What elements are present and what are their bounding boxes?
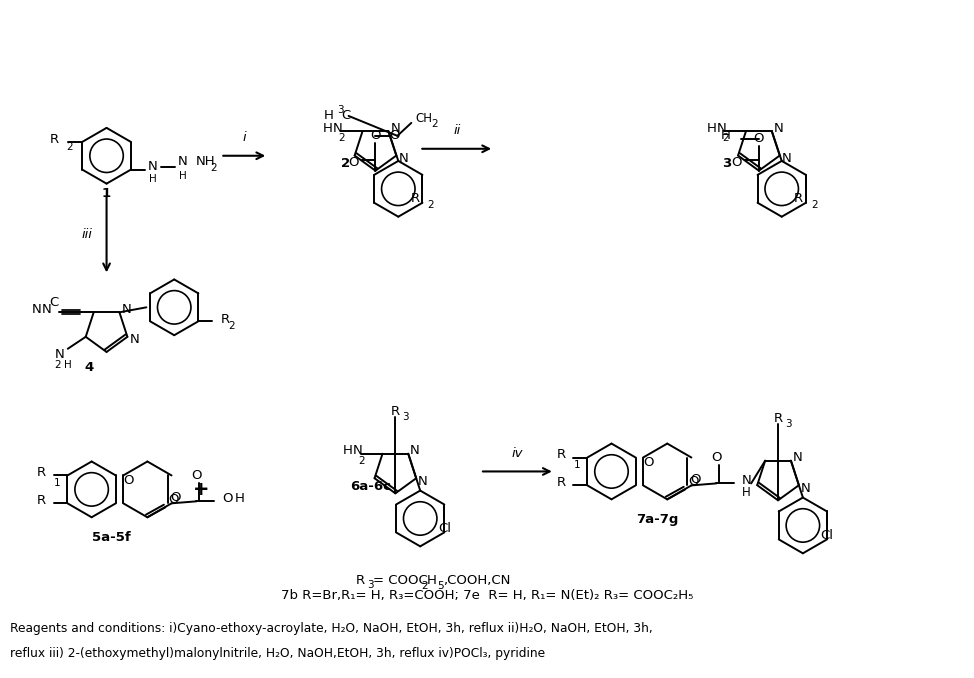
- Text: O: O: [711, 451, 722, 464]
- Text: N: N: [398, 152, 408, 165]
- Text: O: O: [170, 491, 180, 504]
- Text: 2: 2: [810, 200, 817, 210]
- Text: H: H: [322, 121, 333, 134]
- Text: R: R: [50, 134, 58, 146]
- Text: 6a-6c: 6a-6c: [350, 480, 391, 493]
- Text: Reagents and conditions: i)Cyano-ethoxy-acroylate, H₂O, NaOH, EtOH, 3h, reflux i: Reagents and conditions: i)Cyano-ethoxy-…: [10, 622, 653, 635]
- Text: N: N: [418, 475, 428, 487]
- Text: R: R: [356, 574, 365, 586]
- Text: O: O: [688, 475, 698, 488]
- Text: R: R: [773, 412, 783, 425]
- Text: O: O: [123, 474, 133, 487]
- Text: Cl: Cl: [820, 529, 834, 542]
- Text: ii: ii: [453, 124, 461, 137]
- Text: H: H: [742, 486, 751, 499]
- Text: 3: 3: [785, 418, 792, 428]
- Text: CH: CH: [415, 113, 432, 125]
- Text: 2: 2: [210, 163, 217, 173]
- Text: 5a-5f: 5a-5f: [93, 531, 131, 544]
- Text: Cl: Cl: [438, 522, 451, 535]
- Text: O: O: [643, 456, 654, 469]
- Text: N: N: [742, 474, 752, 487]
- Text: N: N: [42, 303, 52, 316]
- Text: 2: 2: [358, 456, 365, 466]
- Text: O: O: [731, 156, 742, 170]
- Text: 3: 3: [723, 157, 731, 170]
- Text: 2: 2: [228, 321, 235, 332]
- Text: O: O: [370, 129, 381, 142]
- Text: NH: NH: [196, 155, 215, 168]
- Text: R: R: [36, 494, 46, 507]
- Text: H: H: [343, 444, 353, 457]
- Text: iv: iv: [511, 447, 523, 460]
- Text: 5: 5: [437, 581, 444, 591]
- Text: H: H: [178, 171, 186, 180]
- Text: O: O: [690, 473, 700, 486]
- Text: R: R: [36, 466, 46, 479]
- Text: N: N: [353, 444, 362, 457]
- Text: 2: 2: [422, 581, 428, 591]
- Text: N: N: [55, 348, 64, 361]
- Text: R: R: [556, 476, 566, 489]
- Text: O: O: [169, 493, 178, 506]
- Text: iii: iii: [82, 228, 93, 241]
- Text: H: H: [235, 492, 244, 505]
- Text: R: R: [794, 193, 803, 205]
- Text: R: R: [391, 405, 400, 418]
- Text: 3: 3: [338, 105, 344, 115]
- Text: O: O: [349, 156, 358, 170]
- Text: O: O: [390, 129, 400, 142]
- Text: N: N: [177, 155, 187, 168]
- Text: 3: 3: [402, 412, 409, 422]
- Text: C: C: [342, 109, 351, 123]
- Text: 1: 1: [574, 460, 581, 471]
- Text: N: N: [801, 481, 810, 495]
- Text: N: N: [391, 121, 400, 134]
- Text: 2: 2: [431, 119, 438, 129]
- Text: 2: 2: [722, 133, 729, 143]
- Text: C: C: [50, 296, 58, 309]
- Text: H: H: [64, 360, 72, 370]
- Text: N: N: [410, 444, 420, 457]
- Text: = COOC: = COOC: [373, 574, 429, 586]
- Text: N: N: [32, 303, 42, 316]
- Text: R: R: [220, 313, 230, 326]
- Text: O: O: [222, 492, 233, 505]
- Text: H: H: [149, 174, 157, 184]
- Text: 1: 1: [102, 187, 111, 200]
- Text: N: N: [782, 152, 792, 165]
- Text: 1: 1: [54, 479, 60, 488]
- Text: N: N: [333, 121, 343, 134]
- Text: 7a-7g: 7a-7g: [636, 513, 679, 525]
- Text: 2: 2: [339, 133, 346, 143]
- Text: 7b R=Br,R₁= H, R₃=COOH; 7e  R= H, R₁= N(Et)₂ R₃= COOC₂H₅: 7b R=Br,R₁= H, R₃=COOH; 7e R= H, R₁= N(E…: [281, 589, 693, 603]
- Text: N: N: [793, 452, 803, 464]
- Text: H: H: [721, 129, 731, 142]
- Text: O: O: [754, 132, 765, 145]
- Text: reflux iii) 2-(ethoxymethyl)malonylnitrile, H₂O, NaOH,EtOH, 3h, reflux iv)POCl₃,: reflux iii) 2-(ethoxymethyl)malonylnitri…: [10, 647, 545, 660]
- Text: +: +: [193, 480, 209, 499]
- Text: N: N: [122, 303, 131, 316]
- Text: N: N: [716, 121, 726, 134]
- Text: 4: 4: [84, 361, 94, 374]
- Text: H: H: [323, 109, 334, 123]
- Text: ,COOH,CN: ,COOH,CN: [443, 574, 510, 586]
- Text: 2: 2: [54, 360, 60, 370]
- Text: 2: 2: [66, 142, 73, 152]
- Text: R: R: [556, 448, 566, 461]
- Text: N: N: [130, 334, 139, 346]
- Text: H: H: [706, 121, 716, 134]
- Text: 2: 2: [428, 200, 434, 210]
- Text: H: H: [428, 574, 437, 586]
- Text: O: O: [191, 469, 202, 482]
- Text: i: i: [243, 131, 246, 144]
- Text: 2: 2: [341, 157, 350, 170]
- Text: 3: 3: [367, 580, 374, 590]
- Text: N: N: [773, 121, 783, 134]
- Text: N: N: [148, 160, 158, 173]
- Text: R: R: [410, 193, 420, 205]
